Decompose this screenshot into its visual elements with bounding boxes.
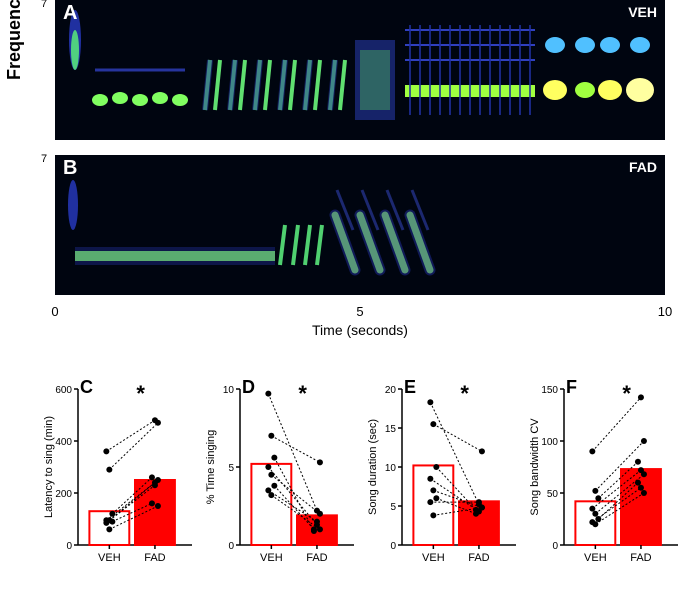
ytick-top-a: 7 [41,0,47,10]
bar-charts-row: 0200400600VEHFADC*Latency to sing (min)0… [40,375,680,585]
svg-text:0: 0 [390,541,396,552]
svg-text:600: 600 [55,385,72,396]
svg-text:C: C [80,377,93,397]
spectrogram-a-svg [55,0,665,140]
svg-text:100: 100 [541,437,558,448]
chart-panel-d: 0 5 10 VEH FAD D * % Time singing [202,375,360,585]
svg-text:VEH: VEH [260,552,283,564]
svg-text:VEH: VEH [584,552,607,564]
svg-text:*: * [136,381,145,406]
condition-label-a: VEH [628,4,657,20]
spectrogram-b-svg [55,155,665,295]
svg-text:10: 10 [223,385,235,396]
svg-text:0: 0 [552,541,558,552]
svg-text:FAD: FAD [468,552,489,564]
svg-text:FAD: FAD [306,552,327,564]
chart-panel-f: 0 50 100 150 VEH FAD F * Song bandwidth CV [526,375,684,585]
svg-text:VEH: VEH [422,552,445,564]
svg-text:20: 20 [385,385,397,396]
svg-text:*: * [622,381,631,406]
svg-text:200: 200 [55,489,72,500]
figure-container: Frequency (kHz) 7 [0,0,685,594]
svg-text:5: 5 [390,502,396,513]
svg-text:15: 15 [385,424,397,435]
chart-panel-e: 0 5 10 15 20 VEH FAD E * Song duration (sec) [364,375,522,585]
time-axis-label: Time (seconds) [55,322,665,338]
svg-text:*: * [298,381,307,406]
svg-text:0: 0 [66,541,72,552]
svg-text:Latency to sing (min): Latency to sing (min) [43,416,55,518]
svg-text:% Time singing: % Time singing [205,430,217,505]
svg-text:Song bandwidth CV: Song bandwidth CV [529,418,541,516]
svg-text:Song duration (sec): Song duration (sec) [367,419,379,515]
svg-text:*: * [460,381,469,406]
svg-text:400: 400 [55,437,72,448]
svg-text:FAD: FAD [630,552,651,564]
ytick-top-b: 7 [41,153,47,165]
spectrogram-panel-b: 7 [55,155,665,295]
time-tick-10: 10 [658,304,672,319]
svg-text:150: 150 [541,385,558,396]
panel-label-b: B [63,157,77,180]
svg-text:E: E [404,377,416,397]
time-tick-5: 5 [356,304,363,319]
svg-text:D: D [242,377,255,397]
svg-text:10: 10 [385,463,397,474]
svg-text:FAD: FAD [144,552,165,564]
svg-text:0: 0 [228,541,234,552]
condition-label-b: FAD [629,159,657,175]
svg-text:5: 5 [228,463,234,474]
y-axis-label-frequency: Frequency (kHz) [4,0,25,80]
chart-panel-c: 0 200 400 600 VEH FAD C * Latency to sing (min) [40,375,198,585]
svg-text:VEH: VEH [98,552,121,564]
svg-text:50: 50 [547,489,559,500]
svg-text:F: F [566,377,577,397]
panel-label-a: A [63,2,77,25]
spectrogram-panel-a: 7 [55,0,665,140]
time-tick-0: 0 [51,304,58,319]
